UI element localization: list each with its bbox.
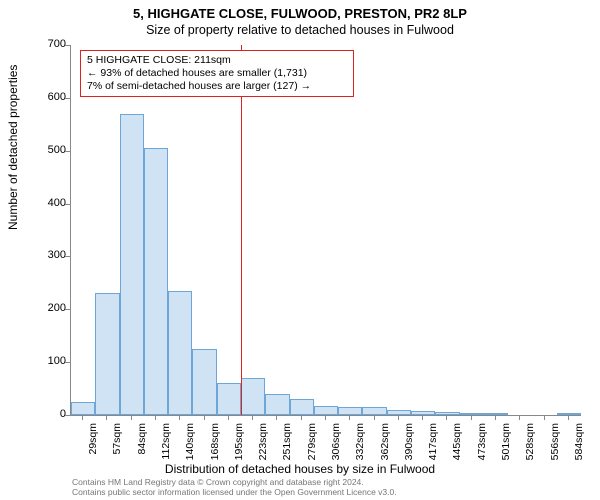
plot-area — [70, 45, 581, 416]
histogram-bar — [557, 413, 581, 415]
x-tick-mark — [276, 415, 277, 420]
histogram-bar — [192, 349, 216, 415]
x-tick-mark — [228, 415, 229, 420]
histogram-bar — [144, 148, 168, 415]
x-tick-mark — [544, 415, 545, 420]
x-tick-mark — [325, 415, 326, 420]
histogram-bar — [265, 394, 289, 415]
reference-line — [241, 45, 242, 415]
x-tick-mark — [471, 415, 472, 420]
chart-title-address: 5, HIGHGATE CLOSE, FULWOOD, PRESTON, PR2… — [0, 6, 600, 21]
x-tick-mark — [106, 415, 107, 420]
footer: Contains HM Land Registry data © Crown c… — [72, 478, 397, 498]
histogram-bar — [338, 407, 362, 415]
x-tick-mark — [398, 415, 399, 420]
histogram-bar — [435, 412, 459, 415]
histogram-bar — [290, 399, 314, 415]
histogram-bar — [362, 407, 386, 415]
y-tick-label: 600 — [36, 91, 66, 103]
histogram-bar — [120, 114, 144, 415]
x-tick-mark — [252, 415, 253, 420]
x-tick-mark — [422, 415, 423, 420]
histogram-bar — [71, 402, 95, 415]
x-tick-mark — [204, 415, 205, 420]
x-tick-mark — [349, 415, 350, 420]
chart-subtitle: Size of property relative to detached ho… — [0, 23, 600, 37]
x-tick-mark — [519, 415, 520, 420]
x-axis-label: Distribution of detached houses by size … — [0, 462, 600, 476]
y-tick-label: 700 — [36, 38, 66, 50]
x-tick-mark — [495, 415, 496, 420]
annotation-line1: 5 HIGHGATE CLOSE: 211sqm — [87, 54, 347, 67]
x-tick-mark — [131, 415, 132, 420]
y-tick-label: 400 — [36, 197, 66, 209]
annotation-line2: ← 93% of detached houses are smaller (1,… — [87, 67, 347, 80]
x-tick-mark — [155, 415, 156, 420]
x-tick-mark — [301, 415, 302, 420]
footer-line2: Contains public sector information licen… — [72, 488, 397, 498]
histogram-bar — [168, 291, 192, 415]
x-tick-mark — [374, 415, 375, 420]
y-tick-label: 200 — [36, 302, 66, 314]
histogram-bar — [387, 410, 411, 415]
y-axis-label: Number of detached properties — [6, 65, 20, 230]
y-tick-label: 500 — [36, 144, 66, 156]
y-tick-label: 300 — [36, 249, 66, 261]
x-tick-mark — [446, 415, 447, 420]
histogram-bar — [314, 406, 338, 416]
histogram-bar — [95, 293, 119, 415]
y-tick-label: 100 — [36, 355, 66, 367]
x-tick-mark — [179, 415, 180, 420]
x-tick-mark — [568, 415, 569, 420]
histogram-bar — [217, 383, 241, 415]
chart-container: 5, HIGHGATE CLOSE, FULWOOD, PRESTON, PR2… — [0, 0, 600, 500]
y-tick-label: 0 — [36, 408, 66, 420]
annotation-box: 5 HIGHGATE CLOSE: 211sqm ← 93% of detach… — [80, 50, 354, 97]
histogram-bar — [411, 411, 435, 415]
histogram-bar — [460, 413, 484, 415]
annotation-line3: 7% of semi-detached houses are larger (1… — [87, 80, 347, 93]
histogram-bar — [241, 378, 265, 415]
x-tick-mark — [82, 415, 83, 420]
